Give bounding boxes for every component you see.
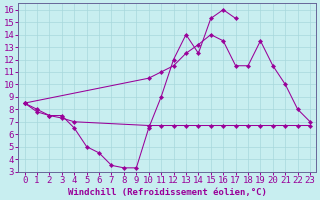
X-axis label: Windchill (Refroidissement éolien,°C): Windchill (Refroidissement éolien,°C) <box>68 188 267 197</box>
